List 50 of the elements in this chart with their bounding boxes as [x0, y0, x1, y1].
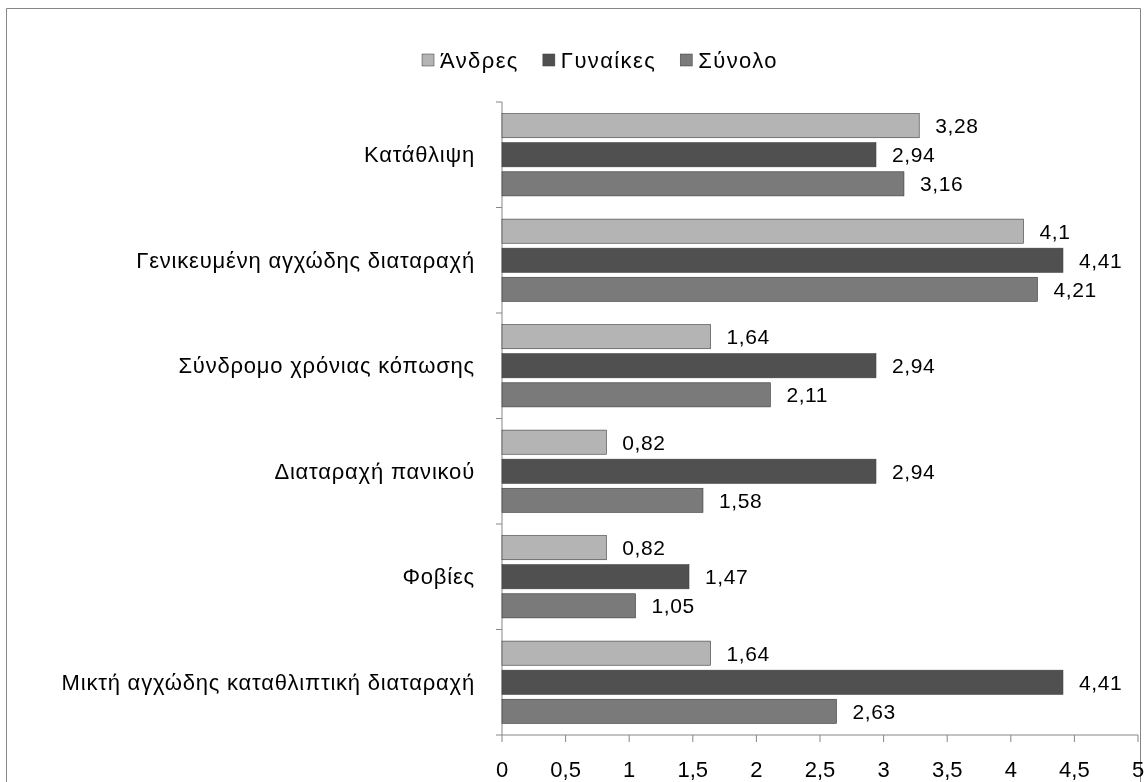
bar	[501, 113, 920, 139]
data-label: 2,94	[891, 354, 936, 378]
x-tick-label: 2,5	[804, 756, 836, 782]
bar	[501, 458, 877, 484]
data-label: 1,05	[651, 594, 695, 618]
data-label: 1,58	[718, 488, 763, 512]
legend-label: Γυναίκες	[560, 47, 657, 73]
data-label: 0,82	[622, 536, 666, 560]
bar	[501, 218, 1024, 244]
x-tick-label: 3,5	[931, 756, 963, 782]
y-tick-label: Γενικευμένη αγχώδης διαταραχή	[136, 247, 475, 273]
x-tick-label: 3	[877, 756, 890, 782]
bar	[501, 640, 711, 666]
x-tick-label: 0,5	[550, 756, 581, 782]
data-label: 4,41	[1078, 670, 1123, 694]
data-label: 2,94	[891, 143, 936, 167]
data-label: 0,82	[622, 430, 666, 454]
data-label: 3,28	[935, 114, 979, 138]
x-tick-label: 4,5	[1059, 756, 1090, 782]
x-tick-label: 0	[495, 756, 509, 782]
y-tick-label: Σύνδρομο χρόνιας κόπωσης	[178, 353, 475, 379]
bar	[501, 324, 711, 350]
data-label: 2,94	[891, 459, 936, 483]
bar	[501, 564, 690, 590]
data-label: 1,64	[726, 641, 770, 665]
legend-label: Άνδρες	[440, 47, 519, 73]
bar	[501, 669, 1064, 695]
data-label: 4,1	[1039, 219, 1071, 243]
x-tick-label: 1	[623, 756, 636, 782]
bar	[501, 247, 1064, 273]
x-tick-label: 5	[1131, 756, 1145, 782]
y-tick-label: Κατάθλιψη	[363, 142, 475, 168]
bar	[501, 429, 607, 455]
bar	[501, 353, 877, 379]
data-label: 2,11	[786, 383, 829, 407]
data-label: 3,16	[919, 172, 964, 196]
x-tick-label: 2	[750, 756, 763, 782]
legend-label: Σύνολο	[698, 47, 778, 73]
y-tick-label: Φοβίες	[402, 564, 475, 590]
data-label: 4,21	[1053, 277, 1097, 301]
bar	[501, 142, 877, 168]
x-tick-label: 4	[1004, 756, 1017, 782]
data-label: 1,47	[704, 565, 749, 589]
x-tick-label: 1,5	[677, 756, 709, 782]
data-label: 4,41	[1078, 248, 1123, 272]
y-tick-label: Διαταραχή πανικού	[274, 458, 475, 484]
data-label: 2,63	[852, 699, 896, 723]
data-label: 1,64	[726, 325, 770, 349]
bar	[501, 535, 607, 561]
y-tick-label: Μικτή αγχώδης καταθλιπτική διαταραχή	[61, 669, 475, 695]
